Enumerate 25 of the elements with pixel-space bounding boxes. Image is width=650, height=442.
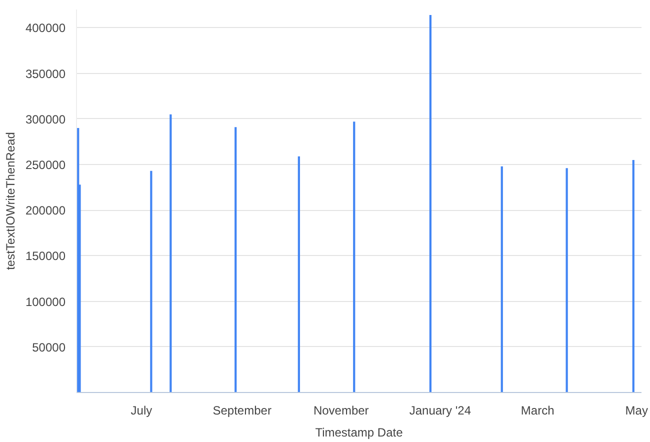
bar bbox=[150, 170, 152, 392]
bar bbox=[500, 166, 503, 392]
y-axis-title: testTextIOWriteThenRead bbox=[3, 132, 18, 270]
y-tick-label: 150000 bbox=[25, 249, 66, 264]
x-axis-title: Timestamp Date bbox=[315, 426, 404, 440]
y-tick-label: 100000 bbox=[25, 294, 66, 309]
bar bbox=[170, 114, 172, 392]
y-tick-label: 200000 bbox=[25, 204, 66, 218]
y-tick-label: 50000 bbox=[32, 340, 66, 354]
bar bbox=[632, 160, 634, 392]
bar bbox=[429, 14, 432, 392]
x-tick-label: September bbox=[212, 404, 272, 418]
x-tick-label: January '24 bbox=[409, 404, 472, 418]
y-tick-label: 400000 bbox=[25, 21, 66, 36]
x-tick-label: May bbox=[625, 404, 648, 418]
bar bbox=[353, 122, 356, 392]
bar bbox=[298, 156, 300, 392]
x-tick-label: March bbox=[520, 404, 554, 418]
x-tick-label: July bbox=[130, 404, 152, 418]
y-tick-label: 300000 bbox=[25, 112, 66, 126]
y-tick-label: 250000 bbox=[25, 158, 66, 172]
y-tick-label: 350000 bbox=[25, 66, 66, 81]
bar bbox=[234, 127, 237, 392]
x-tick-label: November bbox=[313, 404, 369, 418]
bar bbox=[566, 168, 568, 392]
